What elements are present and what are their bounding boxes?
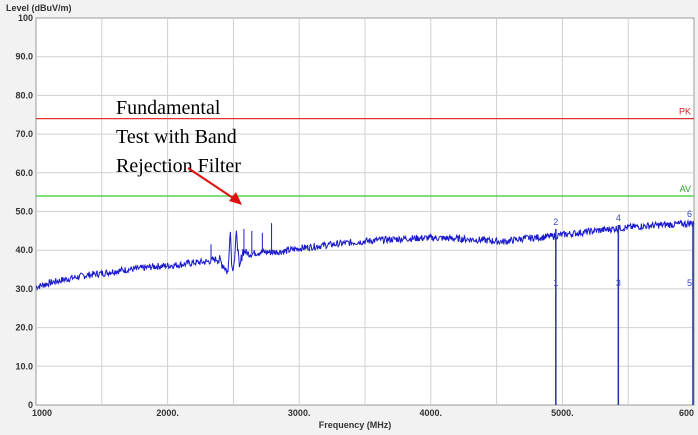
x-tick-label: 3000. bbox=[288, 408, 311, 418]
x-tick-label: 4000. bbox=[420, 408, 443, 418]
x-axis-label: Frequency (MHz) bbox=[319, 420, 392, 430]
series-line bbox=[35, 218, 695, 291]
marker-label: 3 bbox=[616, 278, 621, 288]
limit-label-av: AV bbox=[680, 184, 691, 194]
x-tick-label: 2000. bbox=[156, 408, 179, 418]
annotation-line-3: Rejection Filter bbox=[116, 155, 241, 177]
limit-label-pk: PK bbox=[679, 107, 691, 117]
annotation-line-2: Test with Band bbox=[116, 126, 237, 148]
y-tick-label: 30.0 bbox=[15, 284, 33, 294]
x-tick-label: 600 bbox=[679, 408, 694, 418]
y-tick-label: 90.0 bbox=[15, 52, 33, 62]
marker-label: 2 bbox=[553, 217, 558, 227]
y-tick-label: 0 bbox=[28, 400, 33, 410]
marker-label: 1 bbox=[553, 278, 558, 288]
y-tick-label: 70.0 bbox=[15, 129, 33, 139]
series-layer bbox=[35, 218, 695, 291]
marker-label: 5 bbox=[687, 278, 692, 288]
limit-lines: PK AV bbox=[36, 107, 694, 197]
y-tick-label: 40.0 bbox=[15, 245, 33, 255]
annotation-arrow bbox=[187, 167, 237, 201]
y-tick-label: 80.0 bbox=[15, 90, 33, 100]
y-tick-label: 50.0 bbox=[15, 207, 33, 217]
x-tick-label: 1000 bbox=[32, 408, 52, 418]
markers: 1 2 3 4 5 6 bbox=[553, 209, 694, 405]
y-tick-label: 20.0 bbox=[15, 323, 33, 333]
tick-labels: 1000 2000. 3000. 4000. 5000. 600 0 10.0 20.0 30.0… bbox=[15, 13, 694, 418]
marker-label: 6 bbox=[687, 209, 692, 219]
y-tick-label: 60.0 bbox=[15, 168, 33, 178]
y-tick-label: 100 bbox=[18, 13, 33, 23]
annotation-arrowhead bbox=[229, 192, 242, 205]
x-tick-label: 5000. bbox=[551, 408, 574, 418]
annotation-line-1: Fundamental bbox=[116, 97, 221, 119]
y-axis-label: Level (dBuV/m) bbox=[6, 3, 72, 13]
annotation: Fundamental Test with Band Rejection Fil… bbox=[116, 97, 242, 205]
marker-label: 4 bbox=[616, 213, 621, 223]
grid bbox=[36, 18, 694, 405]
y-tick-label: 10.0 bbox=[15, 361, 33, 371]
